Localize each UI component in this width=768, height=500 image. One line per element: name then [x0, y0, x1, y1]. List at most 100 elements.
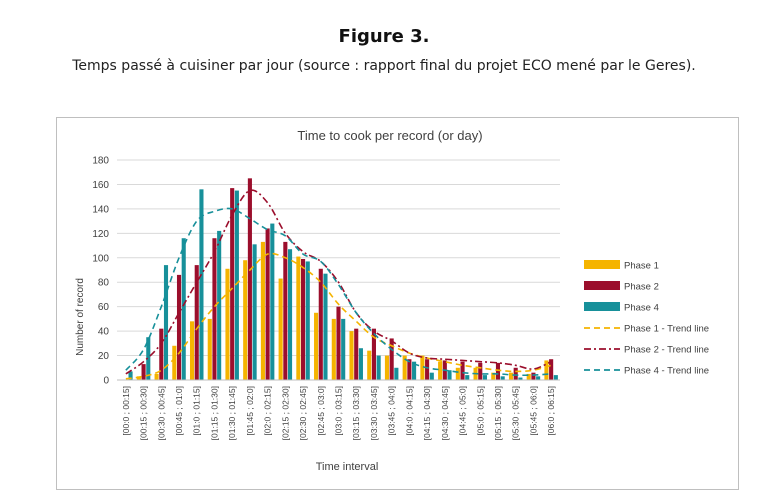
bar-phase-2 [159, 328, 164, 380]
x-tick-label: [01:0 ; 01:15] [192, 386, 202, 436]
bar-phase-2 [141, 364, 146, 380]
x-tick-label: [02:15 ; 02:30] [280, 386, 290, 440]
bar-phase-4 [199, 189, 204, 380]
bar-phase-2 [318, 268, 323, 380]
time-to-cook-chart: Time to cook per record (or day) Number … [75, 128, 709, 473]
x-tick-label: [06:0 ; 06:15] [546, 386, 556, 436]
bar-phase-2 [354, 328, 359, 380]
bar-phase-4 [146, 337, 151, 380]
bar-phase-1 [260, 241, 265, 380]
legend-label: Phase 1 - Trend line [624, 324, 709, 335]
bar-phase-1 [491, 372, 496, 380]
legend-swatch [584, 260, 620, 269]
bar-phase-1 [526, 373, 531, 380]
bar-phase-1 [438, 361, 443, 380]
bar-phase-1 [207, 318, 212, 380]
chart-title: Time to cook per record (or day) [297, 128, 482, 143]
bar-phase-1 [278, 278, 283, 380]
x-tick-label: [00:15 ; 00:30] [139, 386, 149, 440]
bar-phase-4 [536, 376, 541, 380]
bar-phase-4 [518, 377, 523, 380]
bar-phase-2 [425, 359, 430, 380]
legend-label: Phase 2 [624, 282, 659, 293]
x-tick-label: [01:45 ; 02:0] [245, 386, 255, 436]
bar-phase-4 [305, 261, 310, 380]
y-tick-label: 180 [92, 156, 109, 167]
bar-phase-1 [189, 321, 195, 380]
bar-phase-4 [341, 318, 346, 380]
bar-phase-2 [478, 362, 483, 380]
bar-phase-2 [247, 178, 252, 380]
x-tick-label: [03:30 ; 03:45] [369, 386, 379, 440]
bar-phase-4 [270, 223, 275, 380]
chart-frame: Time to cook per record (or day) Number … [56, 117, 739, 490]
x-tick-label: [03:0 ; 03:15] [334, 386, 344, 436]
bar-phase-1 [420, 355, 425, 380]
bar-phase-1 [225, 268, 230, 380]
legend-label: Phase 4 - Trend line [624, 366, 709, 377]
bar-phase-1 [136, 376, 141, 380]
legend-label: Phase 4 [624, 303, 659, 314]
bar-phase-4 [358, 348, 363, 380]
y-tick-label: 80 [98, 278, 110, 289]
figure-caption: Temps passé à cuisiner par jour (source … [72, 58, 696, 74]
bar-phase-4 [465, 375, 470, 380]
bar-phase-4 [447, 370, 452, 380]
bar-phase-4 [128, 371, 133, 380]
bar-phase-1 [402, 355, 407, 380]
bar-phase-4 [181, 238, 186, 380]
x-tick-label: [04:30 ; 04:45] [440, 386, 450, 440]
x-tick-label: [03:15 ; 03:30] [351, 386, 361, 440]
bar-phase-4 [482, 375, 488, 380]
bar-phase-4 [412, 361, 417, 380]
bar-phase-1 [349, 331, 354, 380]
legend-label: Phase 1 [624, 261, 659, 272]
bar-phase-2 [549, 359, 554, 380]
x-tick-label: [02:45 ; 03:0] [316, 386, 326, 436]
bar-phase-2 [389, 338, 394, 380]
y-axis-label: Number of record [75, 278, 86, 356]
bar-phase-1 [455, 367, 460, 380]
trend-line-phase-1-trend-line [125, 252, 552, 380]
bar-phase-4 [234, 190, 239, 380]
bar-phase-4 [553, 375, 558, 380]
x-tick-label: [04:0 ; 04:15] [404, 386, 414, 436]
x-tick-label: [02:0 ; 02:15] [263, 386, 273, 436]
bar-phase-1 [172, 345, 177, 380]
bar-phase-1 [154, 373, 159, 380]
y-tick-label: 120 [92, 229, 109, 240]
bar-phase-1 [508, 372, 514, 380]
legend-swatch [584, 302, 620, 311]
bar-phase-1 [544, 360, 549, 380]
bar-phase-1 [331, 318, 336, 380]
bar-phase-4 [323, 273, 328, 380]
bar-phase-2 [407, 359, 412, 380]
y-tick-label: 60 [98, 302, 110, 313]
bar-phase-2 [194, 265, 199, 380]
bar-phase-2 [495, 362, 501, 380]
x-tick-label: [00:0 ; 00:15] [121, 386, 131, 436]
bar-phase-2 [336, 306, 341, 380]
x-tick-label: [02:30 ; 02:45] [298, 386, 308, 440]
bar-phase-2 [230, 188, 235, 380]
bar-phase-2 [371, 328, 376, 380]
bar-phase-4 [500, 376, 505, 380]
bar-phase-4 [429, 372, 434, 380]
legend-label: Phase 2 - Trend line [624, 345, 709, 356]
bar-phase-1 [296, 256, 301, 380]
bar-phase-1 [314, 312, 319, 380]
x-axis-label: Time interval [316, 461, 379, 473]
bar-phase-4 [252, 244, 257, 380]
bar-phase-2 [531, 372, 536, 380]
trend-line-phase-2-trend-line [125, 189, 552, 375]
bar-phase-4 [394, 367, 399, 380]
bar-phase-2 [460, 361, 465, 380]
x-tick-label: [05:30 ; 05:45] [511, 386, 521, 440]
x-tick-label: [00:30 ; 00:45] [156, 386, 166, 440]
y-tick-label: 0 [103, 376, 109, 387]
bar-phase-2 [513, 367, 518, 380]
bar-phase-1 [384, 355, 390, 380]
legend-swatch [584, 281, 620, 290]
x-tick-label: [05:0 ; 05:15] [475, 386, 485, 436]
x-tick-label: [05:15 ; 05:30] [493, 386, 503, 440]
